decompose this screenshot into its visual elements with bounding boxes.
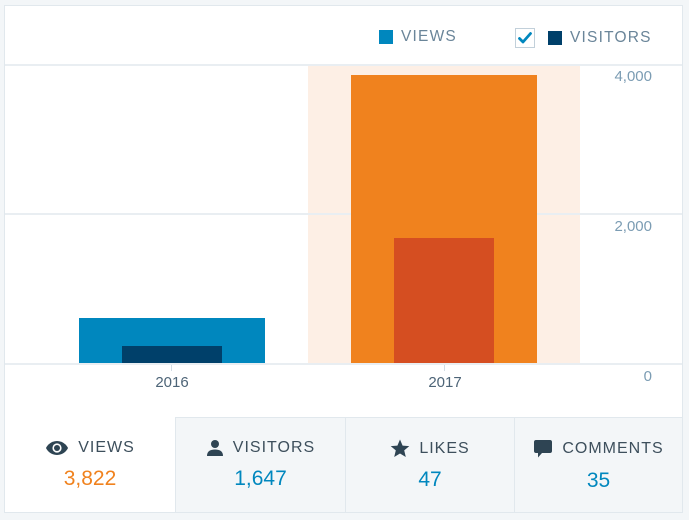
tab-visitors-label: VISITORS [232,439,316,456]
stats-chart-card: VIEWS VISITORS 4,000 2,000 0 [4,5,683,513]
checkmark-icon [518,32,532,44]
eye-icon [46,441,69,455]
bar-chart: 4,000 2,000 0 2016 2017 [5,64,682,391]
tab-views-label: VIEWS [78,439,135,456]
tab-likes[interactable]: LIKES 47 [345,417,514,512]
legend-item-views: VIEWS [379,28,457,46]
views-swatch-icon [379,30,393,44]
x-tick-2016: 2016 [155,374,189,391]
y-tick-2000: 2,000 [614,218,652,235]
comment-icon [534,440,553,458]
x-tick-2017: 2017 [428,374,462,391]
gridline-2000 [5,213,682,215]
gridline-4000 [5,64,682,66]
person-icon [206,440,223,456]
legend-visitors-label: VISITORS [570,29,652,46]
legend-views-label: VIEWS [401,28,457,45]
tab-views-value: 3,822 [63,467,117,490]
visitors-toggle-checkbox[interactable] [515,28,535,48]
stats-tabs: VIEWS 3,822 VISITORS 1,647 LIKES 47 [5,417,682,512]
tab-views[interactable]: VIEWS 3,822 [5,417,175,512]
bar-2017-visitors[interactable] [394,238,494,363]
y-tick-4000: 4,000 [614,68,652,85]
y-tick-0: 0 [643,368,652,385]
gridline-0 [5,363,682,365]
tab-comments-value: 35 [586,469,611,492]
bar-2016-visitors[interactable] [122,346,222,363]
tab-comments[interactable]: COMMENTS 35 [514,417,682,512]
x-tickmark-2017 [444,365,445,371]
tab-visitors-value: 1,647 [234,467,287,490]
tab-likes-label: LIKES [419,439,470,457]
tab-likes-value: 47 [418,468,442,491]
tab-visitors[interactable]: VISITORS 1,647 [175,417,345,512]
chart-legend: VIEWS VISITORS [5,28,682,52]
legend-item-visitors: VISITORS [515,28,652,48]
visitors-swatch-icon [548,31,562,45]
x-tickmark-2016 [171,365,172,371]
tab-comments-label: COMMENTS [562,440,664,457]
star-icon [391,439,410,457]
